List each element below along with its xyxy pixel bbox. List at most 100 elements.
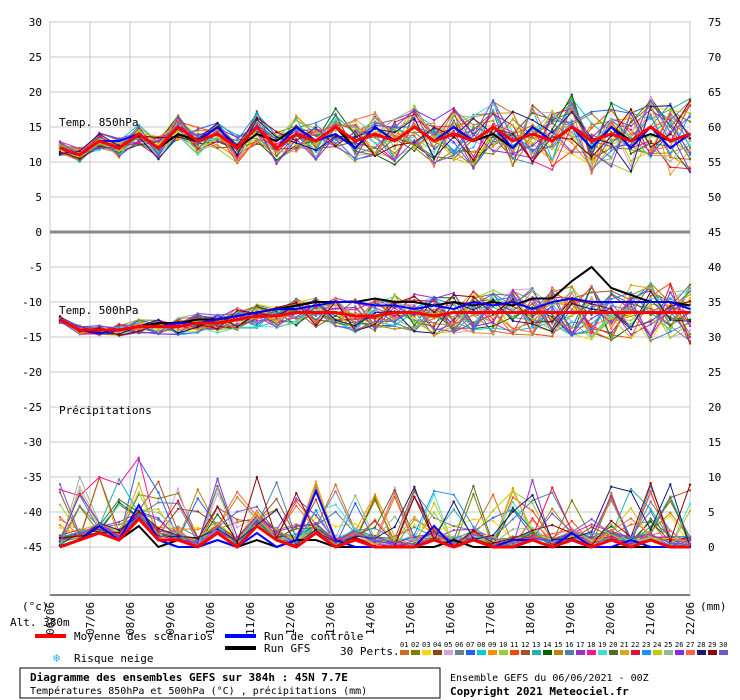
perturbation-point: [58, 523, 62, 527]
perturbation-point: [432, 147, 436, 151]
perturbation-point: [413, 518, 416, 521]
perturbation-point: [78, 504, 81, 507]
perturbation-point: [610, 485, 613, 488]
perturbation-point: [295, 527, 298, 530]
perturbation-point: [629, 302, 633, 306]
perturbation-point: [432, 530, 436, 533]
perturbation-swatch: [455, 650, 464, 655]
perturbation-point: [255, 521, 259, 524]
perturbation-point: [629, 164, 633, 168]
perturbation-point: [669, 121, 672, 125]
perturbation-point: [275, 135, 278, 139]
perturbation-point: [649, 482, 652, 485]
perturbation-point: [314, 514, 318, 517]
perturbation-point: [295, 116, 298, 120]
perturbation-point: [550, 327, 554, 331]
perturbation-point: [629, 120, 633, 123]
perturbation-point: [472, 492, 475, 496]
perturbation-point: [196, 152, 200, 155]
perturbation-point: [472, 146, 475, 149]
mean-precip-line: [59, 516, 690, 549]
date-tick-label: 17/06: [484, 602, 497, 635]
perturbation-point: [393, 135, 396, 139]
perturbation-point: [413, 304, 416, 308]
perturbation-point: [334, 129, 337, 133]
perturbation-point: [334, 118, 337, 121]
perturbation-point: [570, 320, 574, 323]
perturbation-point: [531, 150, 534, 153]
perturbation-point: [314, 522, 318, 525]
perturbation-point: [393, 540, 396, 544]
perturbation-swatch: [554, 650, 563, 655]
perturbation-point: [373, 519, 377, 523]
perturbation-point: [491, 112, 495, 116]
perturbation-point: [629, 132, 633, 135]
perturbation-point: [432, 121, 436, 125]
perturbation-point: [570, 333, 574, 336]
perturbation-point: [472, 114, 475, 118]
perturbation-point: [58, 488, 62, 491]
perturbation-point: [255, 515, 259, 518]
perturbation-point: [610, 101, 613, 105]
perturbation-point: [255, 123, 259, 126]
perturbation-point: [137, 330, 140, 333]
legend-gfs-label: Run GFS: [264, 642, 310, 655]
perturbation-point: [373, 146, 377, 150]
perturbation-point: [531, 314, 534, 318]
perturbation-point: [511, 506, 515, 509]
perturbation-point: [669, 542, 672, 545]
perturbation-point: [393, 495, 396, 499]
left-tick-label: -45: [22, 541, 42, 554]
perturbation-point: [472, 163, 475, 166]
date-tick-label: 14/06: [364, 602, 377, 635]
perturbation-point: [511, 157, 515, 160]
perturbation-point: [649, 490, 652, 493]
perturbation-point: [629, 336, 633, 340]
perturbation-point: [157, 517, 160, 520]
perturbation-point: [688, 120, 692, 123]
perturbation-point: [176, 137, 180, 141]
right-tick-label: 0: [708, 541, 715, 554]
perturbation-point: [629, 159, 633, 163]
perturbation-point: [255, 519, 259, 522]
perturbation-point: [511, 500, 515, 503]
perturbation-point: [393, 320, 396, 323]
perturbation-point: [373, 543, 377, 546]
left-tick-label: 30: [29, 16, 42, 29]
perturbation-point: [235, 306, 239, 310]
perturbation-number: 10: [499, 641, 507, 649]
perturbation-point: [235, 541, 239, 545]
mean-t850-line: [59, 124, 691, 157]
perturbation-point: [688, 157, 692, 161]
left-tick-label: -10: [22, 296, 42, 309]
perturbation-point: [196, 314, 200, 317]
perturbation-point: [117, 326, 121, 329]
perturbation-point: [275, 528, 278, 531]
perturbation-point: [255, 112, 259, 115]
perturbation-point: [314, 297, 318, 300]
perturbation-point: [550, 164, 554, 168]
perturbation-point: [491, 321, 495, 324]
perturbation-point: [669, 117, 672, 121]
perturbation-swatch: [477, 650, 486, 655]
perturbation-point: [98, 522, 101, 525]
perturbation-number: 29: [708, 641, 716, 649]
perturbation-point: [314, 132, 318, 135]
left-tick-label: -15: [22, 331, 42, 344]
perturbation-point: [373, 493, 377, 496]
date-tick-label: 13/06: [324, 602, 337, 635]
perturbation-point: [295, 492, 298, 495]
perturbation-point: [216, 128, 219, 132]
perturbation-point: [373, 329, 377, 333]
perturbation-point: [669, 109, 672, 112]
perturbation-swatch: [532, 650, 541, 655]
perturbation-point: [334, 510, 337, 513]
perturbation-point: [570, 290, 574, 294]
perturbation-number: 23: [642, 641, 650, 649]
perturbation-point: [550, 168, 554, 171]
perturbation-number: 20: [609, 641, 617, 649]
perturbation-point: [669, 119, 672, 123]
perturbation-point: [531, 118, 534, 122]
perturbation-point: [373, 311, 377, 314]
perturbation-point: [334, 120, 337, 124]
